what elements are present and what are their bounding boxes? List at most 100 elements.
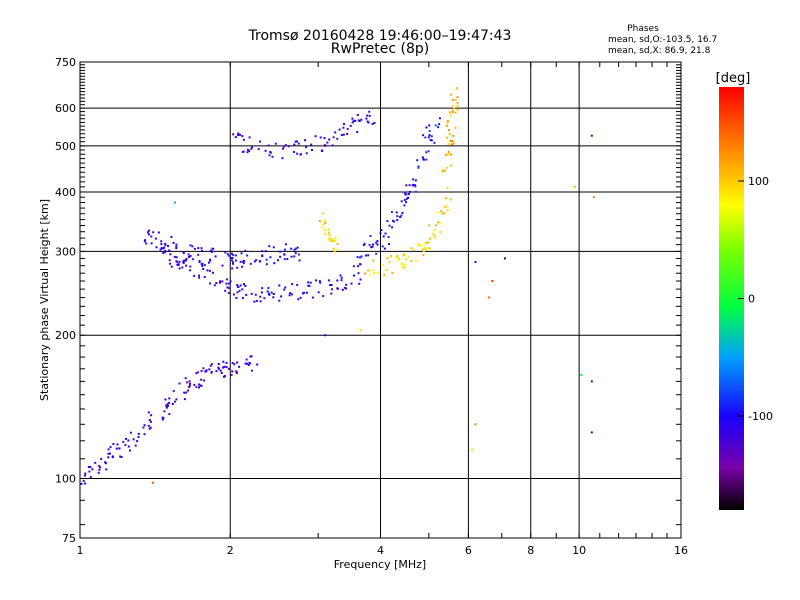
echo-point bbox=[351, 121, 354, 124]
echo-point bbox=[278, 284, 281, 287]
echo-point bbox=[340, 276, 343, 279]
echo-point bbox=[322, 223, 325, 226]
echo-point bbox=[324, 221, 327, 224]
x-tick-label: 10 bbox=[572, 544, 586, 557]
echo-point bbox=[241, 150, 244, 153]
echo-point bbox=[164, 398, 167, 401]
echo-point bbox=[230, 252, 233, 255]
echo-point bbox=[259, 295, 262, 298]
echo-point bbox=[100, 458, 103, 460]
echo-point bbox=[396, 255, 399, 258]
echo-point bbox=[162, 252, 165, 254]
echo-point bbox=[307, 281, 310, 284]
echo-point bbox=[255, 259, 258, 262]
echo-point bbox=[352, 265, 355, 268]
echo-point bbox=[329, 284, 332, 286]
echo-point bbox=[445, 205, 448, 208]
echo-point bbox=[165, 404, 168, 407]
echo-point bbox=[171, 403, 174, 405]
echo-point bbox=[249, 262, 252, 265]
echo-point bbox=[317, 291, 320, 294]
echo-point bbox=[448, 111, 451, 114]
echo-point bbox=[111, 455, 114, 458]
echo-point bbox=[282, 145, 285, 148]
echo-point bbox=[331, 144, 334, 147]
echo-point bbox=[84, 472, 87, 475]
echo-point bbox=[371, 245, 374, 248]
echo-point bbox=[170, 235, 173, 238]
echo-point bbox=[321, 226, 324, 229]
echo-point bbox=[148, 419, 151, 421]
echo-point bbox=[342, 133, 345, 136]
echo-point bbox=[346, 128, 349, 131]
echo-point bbox=[448, 133, 451, 135]
echo-point bbox=[235, 370, 238, 373]
echo-point bbox=[87, 466, 90, 469]
echo-point bbox=[231, 257, 234, 259]
echo-point bbox=[451, 98, 454, 101]
echo-point bbox=[331, 288, 333, 291]
echo-point bbox=[438, 117, 441, 120]
echo-point bbox=[162, 247, 165, 250]
echo-point bbox=[340, 279, 343, 282]
echo-point bbox=[212, 247, 215, 250]
echo-point bbox=[371, 269, 374, 272]
echo-point bbox=[223, 375, 226, 377]
echo-point bbox=[456, 87, 458, 90]
echo-point bbox=[221, 280, 224, 283]
echo-point bbox=[428, 224, 431, 227]
echo-point bbox=[293, 143, 296, 146]
echo-point bbox=[366, 120, 369, 123]
x-tick-label: 2 bbox=[227, 544, 234, 557]
echo-point bbox=[332, 136, 335, 139]
echo-point bbox=[336, 279, 339, 282]
echo-point bbox=[125, 437, 127, 440]
echo-point bbox=[265, 258, 268, 261]
echo-point bbox=[195, 385, 198, 388]
echo-point bbox=[182, 260, 185, 263]
echo-point bbox=[351, 117, 354, 120]
y-tick-label: 100 bbox=[55, 473, 76, 486]
echo-point bbox=[427, 247, 430, 250]
echo-point bbox=[375, 252, 378, 255]
echo-point bbox=[198, 386, 200, 389]
echo-point bbox=[208, 269, 211, 272]
echo-point bbox=[365, 117, 368, 120]
echo-point bbox=[124, 443, 127, 446]
echo-point bbox=[241, 135, 244, 137]
echo-point bbox=[403, 266, 405, 269]
echo-point bbox=[245, 293, 248, 296]
echo-point bbox=[150, 242, 153, 245]
echo-point bbox=[421, 248, 424, 251]
echo-point bbox=[327, 279, 330, 282]
echo-point bbox=[349, 124, 352, 127]
echo-point bbox=[236, 291, 239, 294]
echo-point bbox=[143, 424, 146, 427]
echo-point bbox=[250, 292, 253, 295]
echo-point bbox=[201, 265, 204, 267]
echo-point bbox=[345, 283, 348, 286]
echo-point bbox=[387, 236, 390, 239]
isolated-echo-point bbox=[592, 196, 595, 199]
echo-point bbox=[175, 256, 178, 259]
echo-point bbox=[290, 293, 293, 296]
echo-point bbox=[372, 259, 375, 262]
echo-point bbox=[236, 361, 238, 364]
echo-point bbox=[305, 152, 308, 155]
echo-point bbox=[159, 248, 162, 251]
echo-point bbox=[373, 272, 376, 275]
echo-point bbox=[309, 281, 312, 284]
echo-point bbox=[119, 455, 122, 458]
echo-point bbox=[198, 276, 201, 279]
echo-point bbox=[164, 251, 167, 254]
echo-point bbox=[120, 456, 123, 458]
echo-point bbox=[353, 274, 355, 277]
echo-point bbox=[283, 248, 286, 251]
echo-point bbox=[322, 295, 325, 298]
echo-point bbox=[410, 260, 413, 263]
echo-point bbox=[424, 136, 427, 139]
echo-point bbox=[446, 209, 449, 211]
echo-point bbox=[183, 391, 186, 394]
echo-point bbox=[420, 244, 423, 247]
echo-point bbox=[267, 144, 270, 147]
